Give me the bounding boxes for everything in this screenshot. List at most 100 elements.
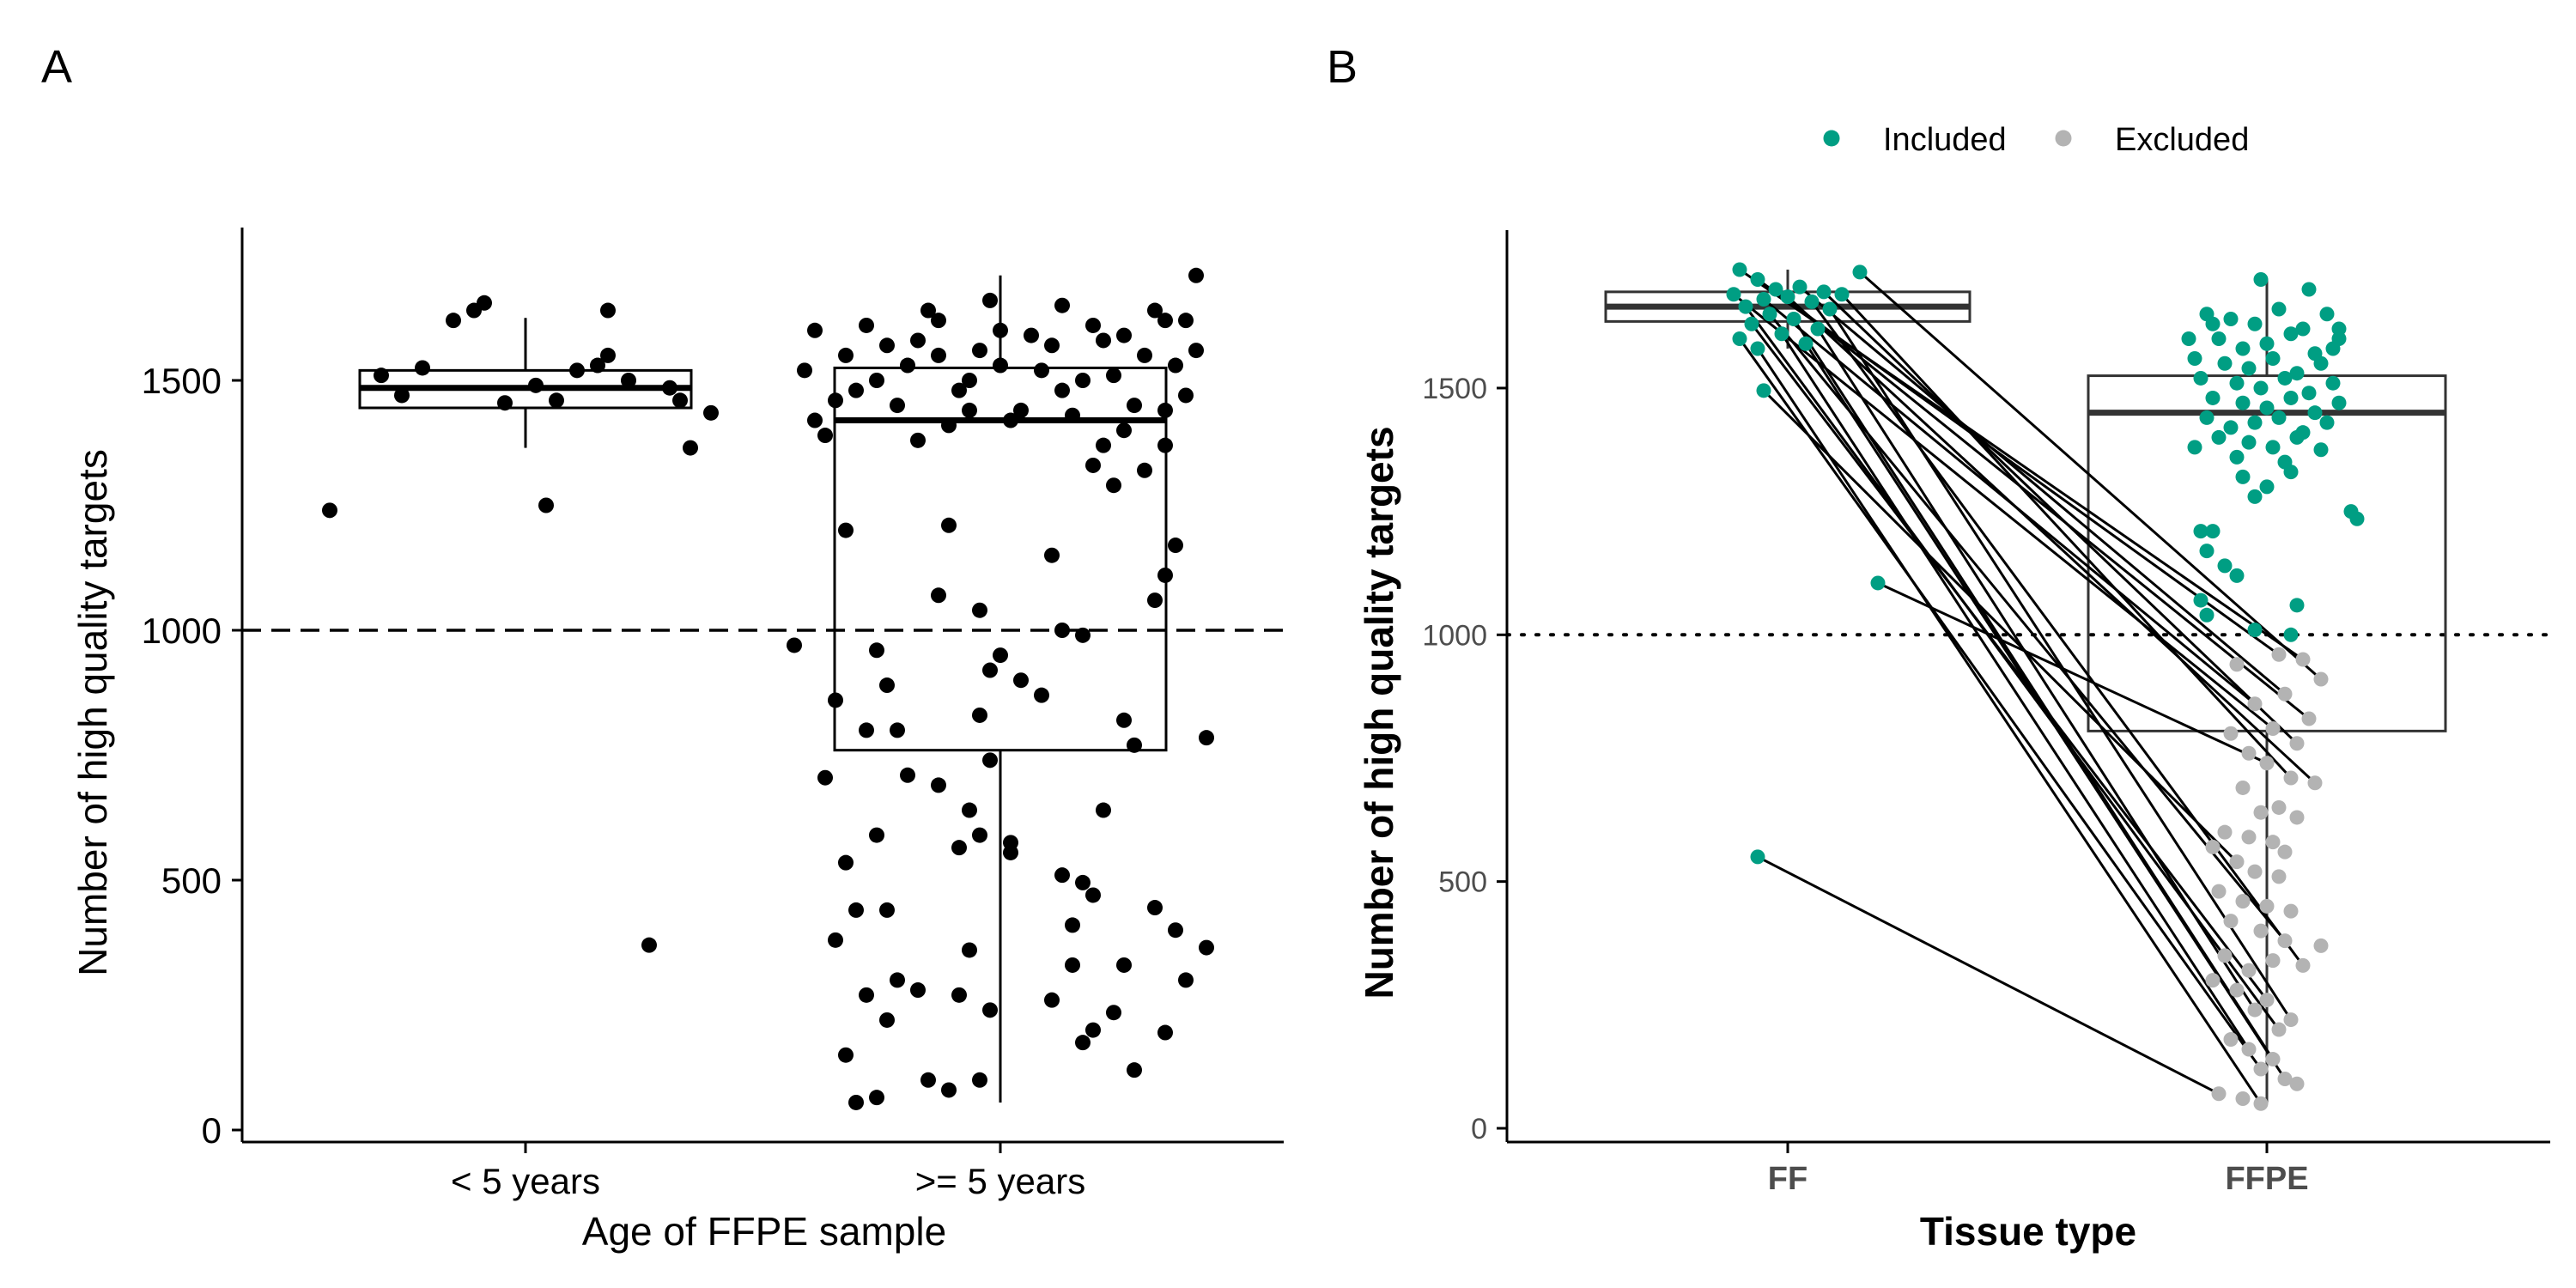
- panel-b-y-tick-label: 1000: [1422, 619, 1487, 652]
- panel-b-pair-line: [1816, 328, 2257, 1011]
- panel-a-data-point: [962, 373, 977, 388]
- panel-a-data-point: [859, 987, 874, 1003]
- panel-b-pair-line: [1828, 308, 2293, 1021]
- panel-b-ffpe-point: [2205, 316, 2221, 331]
- panel-a-data-point: [683, 440, 698, 456]
- panel-b-ffpe-point: [2235, 469, 2251, 484]
- panel-a-data-point: [931, 777, 946, 793]
- panel-b-ffpe-point: [2253, 1096, 2269, 1111]
- panel-a-data-point: [1127, 398, 1142, 414]
- panel-a-data-point: [890, 972, 905, 988]
- panel-b-ffpe-point: [2271, 1022, 2287, 1037]
- panel-b-ffpe-point: [2223, 420, 2239, 435]
- panel-a-data-point: [1003, 844, 1018, 860]
- panel-b-y-tick-label: 1500: [1422, 373, 1487, 405]
- panel-a-data-point: [982, 662, 998, 678]
- panel-b-ffpe-point: [2193, 524, 2208, 539]
- panel-b-pair-line: [1822, 290, 2299, 744]
- panel-a-data-point: [972, 602, 987, 618]
- panel-b-ffpe-point: [2241, 829, 2257, 845]
- panel-a-data-point: [859, 317, 874, 333]
- panel-b-pair-line: [1804, 343, 2287, 1080]
- panel-b-ff-point: [1768, 282, 1783, 297]
- panel-b-ff-point: [1834, 287, 1850, 302]
- panel-b-ffpe-point: [2301, 282, 2317, 297]
- panel-a-data-point: [1085, 1022, 1101, 1038]
- panel-b-ffpe-point: [2229, 449, 2245, 465]
- panel-a-data-point: [993, 647, 1008, 664]
- panel-b-ffpe-point: [2283, 627, 2299, 642]
- panel-b-ffpe-point: [2235, 1091, 2251, 1107]
- panel-b-ff-point: [1792, 279, 1807, 295]
- panel-a-x-tick-label: < 5 years: [451, 1161, 600, 1201]
- panel-a-data-point: [641, 937, 657, 953]
- panel-b-ffpe-point: [2325, 341, 2341, 356]
- panel-a-data-point: [477, 295, 492, 311]
- panel-a-data-point: [848, 1094, 864, 1110]
- panel-a-data-point: [817, 769, 833, 786]
- panel-a-y-tick-label: 0: [202, 1110, 222, 1151]
- panel-b-ffpe-point: [2199, 410, 2215, 425]
- panel-a-data-point: [1116, 957, 1132, 973]
- panel-a-data-point: [1178, 387, 1194, 404]
- panel-a-points: [322, 267, 1214, 1110]
- panel-a-data-point: [962, 402, 977, 418]
- panel-b-ffpe-point: [2253, 923, 2269, 939]
- panel-b-ffpe-point: [2223, 914, 2239, 929]
- panel-b-ffpe-point: [2229, 982, 2245, 998]
- panel-b-ffpe-point: [2205, 973, 2221, 988]
- panel-a-data-point: [1116, 422, 1132, 439]
- panel-b-ffpe-point: [2313, 938, 2329, 953]
- panel-b-ff-point: [1726, 287, 1741, 302]
- panel-b-ffpe-point: [2217, 824, 2233, 840]
- panel-a-data-point: [1075, 373, 1091, 388]
- panel-a-data-point: [446, 313, 461, 329]
- panel-b-ffpe-point: [2187, 350, 2202, 366]
- panel-a-data-point: [672, 392, 688, 409]
- panel-b-ffpe-point: [2277, 933, 2293, 949]
- panel-b-ffpe-point: [2289, 810, 2305, 825]
- panel-b-ffpe-point: [2193, 592, 2208, 608]
- panel-b-ffpe-point: [2241, 361, 2257, 376]
- panel-b-ffpe-point: [2283, 326, 2299, 342]
- panel-a-y-tick-label: 1500: [142, 361, 222, 401]
- panel-b-ffpe-point: [2241, 1042, 2257, 1057]
- panel-b-ff-point: [1756, 383, 1771, 398]
- panel-b-ffpe-point: [2271, 301, 2287, 317]
- panel-a-data-point: [1116, 327, 1132, 343]
- panel-a-data-point: [1065, 917, 1080, 933]
- panel-b-ffpe-point: [2271, 410, 2287, 425]
- panel-a-data-point: [962, 942, 977, 958]
- panel-a-data-point: [1085, 457, 1101, 473]
- panel-b-ff-point: [1798, 336, 1814, 351]
- panel-b-ffpe-point: [2307, 775, 2323, 791]
- panel-a-data-point: [848, 382, 864, 398]
- panel-a-data-point: [951, 382, 967, 398]
- panel-b-ffpe-point: [2211, 884, 2227, 899]
- panel-b-ffpe-point: [2289, 429, 2305, 445]
- panel-b-ff-point: [1750, 272, 1765, 288]
- panel-a-data-point: [941, 517, 957, 533]
- panel-a-data-point: [1013, 672, 1029, 689]
- panel-b-ffpe-point: [2265, 720, 2281, 736]
- panel-b-ff-point: [1732, 262, 1747, 277]
- panel-b-ffpe-point: [2193, 370, 2208, 386]
- panel-b-ffpe-point: [2283, 770, 2299, 786]
- panel-a-data-point: [1044, 337, 1060, 354]
- panel-b-y-tick-label: 500: [1438, 866, 1487, 899]
- panel-b-ffpe-point: [2247, 316, 2263, 331]
- panel-b-ff-point: [1816, 284, 1832, 300]
- panel-b-ffpe-point: [2259, 898, 2275, 914]
- panel-b-ffpe-point: [2241, 745, 2257, 761]
- panel-a-data-point: [838, 1047, 854, 1063]
- panel-a-data-point: [890, 722, 905, 738]
- panel-b-ffpe-point: [2277, 686, 2293, 702]
- panel-b-ffpe-point: [2205, 524, 2221, 539]
- panel-a-data-point: [1003, 412, 1018, 428]
- panel-b-ffpe-point: [2241, 963, 2257, 978]
- panel-a-data-point: [838, 854, 854, 871]
- panel-b-ffpe-point: [2187, 440, 2202, 455]
- panel-b-pair-line: [1738, 337, 2263, 1070]
- panel-b-pair-line: [1799, 285, 2286, 696]
- panel-b-ffpe-point: [2181, 331, 2196, 346]
